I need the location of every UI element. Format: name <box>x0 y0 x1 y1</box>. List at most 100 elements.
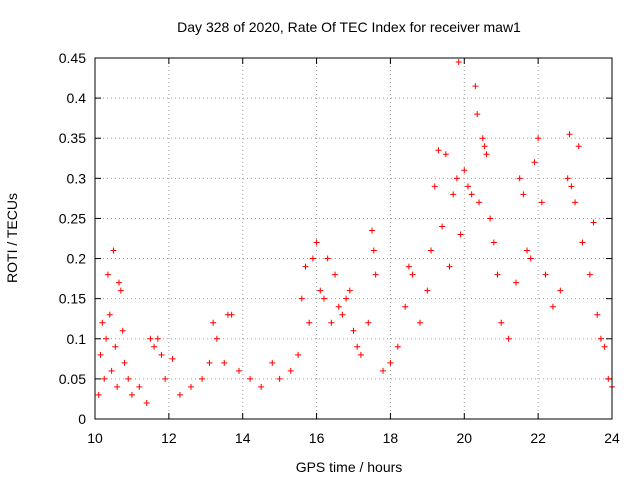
data-point <box>605 375 612 382</box>
data-point <box>476 199 483 206</box>
data-point <box>276 375 283 382</box>
x-axis-label: GPS time / hours <box>296 459 403 475</box>
data-point <box>479 135 486 142</box>
data-point <box>357 351 364 358</box>
data-point <box>568 183 575 190</box>
y-tick-label: 0.2 <box>67 251 87 267</box>
data-point <box>119 327 126 334</box>
data-point <box>435 147 442 154</box>
data-point <box>108 367 115 374</box>
chart-title: Day 328 of 2020, Rate Of TEC Index for r… <box>177 19 521 35</box>
data-point <box>601 343 608 350</box>
x-tick-label: 14 <box>235 430 251 446</box>
data-point <box>147 335 154 342</box>
data-point <box>416 319 423 326</box>
data-point <box>487 215 494 222</box>
plot-frame <box>94 57 613 420</box>
x-tick-label: 24 <box>604 430 620 446</box>
data-point <box>527 255 534 262</box>
data-point <box>101 375 108 382</box>
data-point <box>472 83 479 90</box>
data-point <box>464 183 471 190</box>
data-point <box>428 247 435 254</box>
data-point <box>424 287 431 294</box>
data-point <box>306 319 313 326</box>
data-point <box>365 319 372 326</box>
data-point <box>557 287 564 294</box>
data-point <box>95 391 102 398</box>
axis-ticks: 0 0.05 0.1 0.15 0.2 0.25 0.3 0.35 0.4 0.45 10 12 14 1… <box>59 50 620 446</box>
data-point <box>154 335 161 342</box>
data-point <box>298 295 305 302</box>
data-point <box>490 239 497 246</box>
data-point <box>339 311 346 318</box>
data-point <box>128 391 135 398</box>
data-point <box>594 311 601 318</box>
data-point <box>461 167 468 174</box>
data-point <box>210 319 217 326</box>
data-point <box>474 111 481 118</box>
data-point <box>520 191 527 198</box>
y-tick-label: 0.25 <box>59 210 86 226</box>
data-point <box>394 343 401 350</box>
y-tick-label: 0.1 <box>67 331 87 347</box>
data-point <box>512 279 519 286</box>
data-point <box>446 263 453 270</box>
data-point <box>450 191 457 198</box>
data-point <box>542 271 549 278</box>
data-point <box>332 271 339 278</box>
data-point <box>114 383 121 390</box>
data-point <box>439 223 446 230</box>
x-tick-label: 18 <box>383 430 399 446</box>
data-point <box>136 383 143 390</box>
data-point <box>494 271 501 278</box>
data-point <box>99 319 106 326</box>
data-point <box>158 351 165 358</box>
data-point <box>206 359 213 366</box>
data-point <box>287 367 294 374</box>
data-point <box>199 375 206 382</box>
data-point <box>106 311 113 318</box>
data-point <box>531 159 538 166</box>
data-point <box>535 135 542 142</box>
data-point <box>575 143 582 150</box>
x-tick-label: 22 <box>530 430 546 446</box>
data-point <box>549 303 556 310</box>
data-point <box>380 367 387 374</box>
data-point <box>104 271 111 278</box>
data-point <box>335 303 342 310</box>
data-point <box>564 175 571 182</box>
data-point <box>110 247 117 254</box>
data-point <box>328 319 335 326</box>
data-point <box>346 287 353 294</box>
data-point <box>302 263 309 270</box>
y-tick-label: 0.05 <box>59 371 86 387</box>
data-point <box>221 359 228 366</box>
data-point <box>538 199 545 206</box>
data-point <box>309 255 316 262</box>
y-tick-label: 0.3 <box>67 170 87 186</box>
data-point <box>317 287 324 294</box>
data-point <box>151 343 158 350</box>
data-point <box>387 359 394 366</box>
data-point <box>143 399 150 406</box>
data-point <box>313 239 320 246</box>
data-point <box>354 343 361 350</box>
data-point <box>121 359 128 366</box>
data-point <box>125 375 132 382</box>
data-point <box>343 295 350 302</box>
data-point <box>320 295 327 302</box>
data-point <box>455 59 462 66</box>
data-point <box>162 375 169 382</box>
data-point <box>402 303 409 310</box>
data-point <box>116 279 123 286</box>
x-tick-label: 20 <box>456 430 472 446</box>
data-point <box>409 271 416 278</box>
data-point <box>453 175 460 182</box>
x-tick-label: 16 <box>309 430 325 446</box>
data-point <box>370 247 377 254</box>
y-tick-label: 0.4 <box>67 90 87 106</box>
data-point <box>431 183 438 190</box>
data-point <box>468 191 475 198</box>
